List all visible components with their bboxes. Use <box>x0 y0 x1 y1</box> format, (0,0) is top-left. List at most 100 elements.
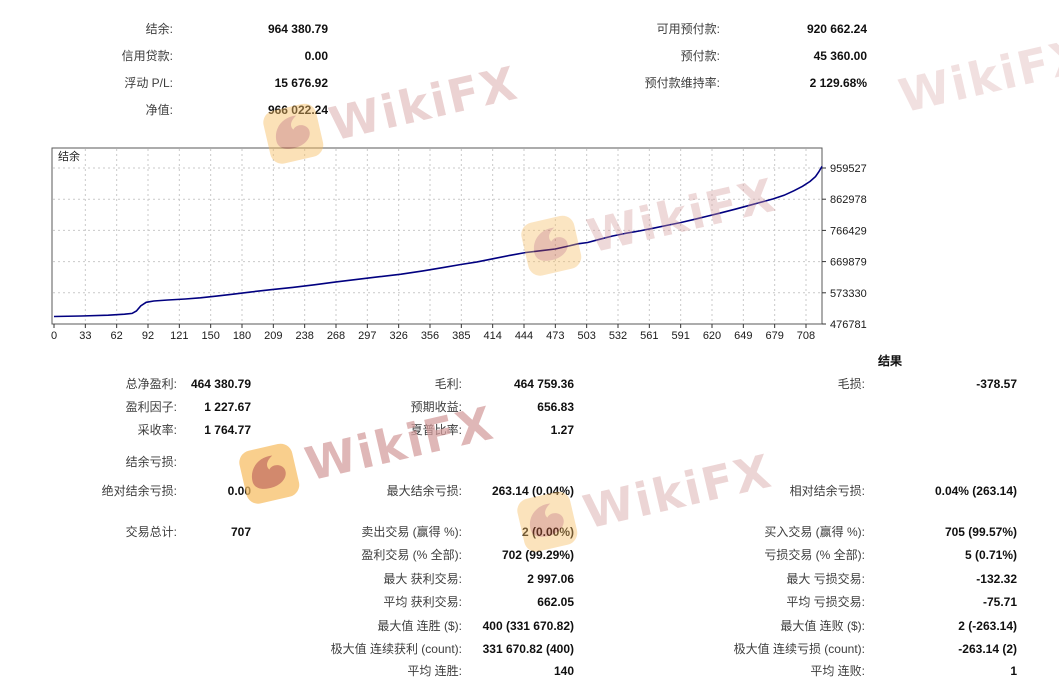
largest-profit-trade-value: 2 997.06 <box>527 572 574 586</box>
max-consecutive-losses-value: 2 (-263.14) <box>958 619 1017 633</box>
x-axis-label: 209 <box>264 330 282 342</box>
y-axis-label: 766429 <box>830 225 867 237</box>
average-consecutive-losses-label: 平均 连败: <box>810 664 865 678</box>
row-profit-factor: 盈利因子: 1 227.67 预期收益: 656.83 <box>0 399 1059 415</box>
row-drawdown-values: 绝对结余亏损: 0.00 最大结余亏损: 263.14 (0.04%) 相对结余… <box>0 483 1059 499</box>
maximal-consecutive-profit-value: 331 670.82 (400) <box>482 642 574 656</box>
y-axis-label: 573330 <box>830 288 867 300</box>
summary-row-floating-pl: 浮动 P/L: 15 676.92 预付款维持率: 2 129.68% <box>0 75 1059 91</box>
summary-row-equity: 净值: 966 022.24 <box>0 102 1059 118</box>
free-margin-value: 920 662.24 <box>806 22 867 36</box>
x-axis-label: 561 <box>640 330 658 342</box>
x-axis-label: 326 <box>389 330 407 342</box>
credit-label: 信用贷款: <box>121 49 173 63</box>
row-average-trades: 平均 获利交易: 662.05 平均 亏损交易: -75.71 <box>0 594 1059 610</box>
total-net-profit-value: 464 380.79 <box>190 377 251 391</box>
y-axis-label: 862978 <box>830 194 867 206</box>
recovery-factor-label: 采收率: <box>137 423 177 437</box>
average-profit-trade-label: 平均 获利交易: <box>383 595 462 609</box>
row-largest-trades: 最大 获利交易: 2 997.06 最大 亏损交易: -132.32 <box>0 571 1059 587</box>
credit-value: 0.00 <box>304 49 328 63</box>
margin-label: 预付款: <box>680 49 720 63</box>
x-axis-label: 591 <box>671 330 689 342</box>
y-axis-label: 959527 <box>830 163 867 175</box>
expected-payoff-label: 预期收益: <box>410 400 462 414</box>
gross-loss-label: 毛损: <box>837 377 865 391</box>
equity-curve <box>53 165 823 318</box>
x-axis-label: 649 <box>734 330 752 342</box>
gross-loss-value: -378.57 <box>976 377 1017 391</box>
maximal-consecutive-profit-label: 极大值 连续获利 (count): <box>330 642 462 656</box>
recovery-factor-value: 1 764.77 <box>204 423 251 437</box>
x-axis-label: 150 <box>201 330 219 342</box>
maximal-consecutive-loss-label: 极大值 连续亏损 (count): <box>733 642 865 656</box>
row-maximal-consecutive: 极大值 连续获利 (count): 331 670.82 (400) 极大值 连… <box>0 641 1059 657</box>
loss-trades-label: 亏损交易 (% 全部): <box>764 548 865 562</box>
profit-factor-label: 盈利因子: <box>125 400 177 414</box>
margin-value: 45 360.00 <box>813 49 867 63</box>
profit-trades-label: 盈利交易 (% 全部): <box>361 548 462 562</box>
row-recovery-factor: 采收率: 1 764.77 夏普比率: 1.27 <box>0 422 1059 438</box>
largest-loss-trade-value: -132.32 <box>976 572 1017 586</box>
balance-chart-svg: 476781 573330 669879 766429 862978 959527 0 33 6… <box>51 147 867 342</box>
x-axis-label: 444 <box>515 330 533 342</box>
x-axis-label: 33 <box>79 330 91 342</box>
long-trades-value: 705 (99.57%) <box>944 525 1017 539</box>
x-axis-label: 356 <box>421 330 439 342</box>
total-trades-value: 707 <box>230 525 251 539</box>
profit-trades-value: 702 (99.29%) <box>501 548 574 562</box>
x-axis-label: 92 <box>142 330 154 342</box>
x-axis-label: 708 <box>797 330 815 342</box>
x-axis-label: 62 <box>111 330 123 342</box>
largest-loss-trade-label: 最大 亏损交易: <box>786 572 865 586</box>
x-axis-label: 297 <box>358 330 376 342</box>
x-axis-label: 532 <box>609 330 627 342</box>
floating-pl-value: 15 676.92 <box>274 76 328 90</box>
average-loss-trade-label: 平均 亏损交易: <box>786 595 865 609</box>
margin-level-label: 预付款维持率: <box>644 76 720 90</box>
sharpe-ratio-label: 夏普比率: <box>410 423 462 437</box>
balance-drawdown-label: 结余亏损: <box>125 455 177 469</box>
sharpe-ratio-value: 1.27 <box>550 423 574 437</box>
x-axis-label: 385 <box>452 330 470 342</box>
balance-chart: 476781 573330 669879 766429 862978 959527 0 33 6… <box>0 140 1059 350</box>
row-balance-drawdown: 结余亏损: <box>0 454 1059 470</box>
drawdown-maximal-value: 263.14 (0.04%) <box>491 484 574 498</box>
x-axis-label: 0 <box>51 330 57 342</box>
x-axis-label: 238 <box>295 330 313 342</box>
drawdown-maximal-label: 最大结余亏损: <box>386 484 462 498</box>
gross-profit-value: 464 759.36 <box>513 377 574 391</box>
x-axis-label: 180 <box>233 330 251 342</box>
x-axis-label: 679 <box>765 330 783 342</box>
row-max-consecutive: 最大值 连胜 ($): 400 (331 670.82) 最大值 连败 ($):… <box>0 618 1059 634</box>
average-consecutive-losses-value: 1 <box>1010 664 1017 678</box>
profit-factor-value: 1 227.67 <box>204 400 251 414</box>
y-axis-label: 476781 <box>830 319 867 331</box>
chart-legend: 结余 <box>58 149 80 163</box>
x-axis-label: 503 <box>577 330 595 342</box>
drawdown-relative-label: 相对结余亏损: <box>789 484 865 498</box>
average-loss-trade-value: -75.71 <box>982 595 1017 609</box>
max-consecutive-wins-label: 最大值 连胜 ($): <box>377 619 462 633</box>
x-axis-label: 414 <box>483 330 501 342</box>
max-consecutive-losses-label: 最大值 连败 ($): <box>780 619 865 633</box>
short-trades-value: 2 (0.00%) <box>521 525 574 539</box>
margin-level-value: 2 129.68% <box>809 76 867 90</box>
summary-row-credit: 信用贷款: 0.00 预付款: 45 360.00 <box>0 48 1059 64</box>
balance-label: 结余: <box>145 22 173 36</box>
gross-profit-label: 毛利: <box>434 377 462 391</box>
short-trades-label: 卖出交易 (赢得 %): <box>361 525 462 539</box>
equity-value: 966 022.24 <box>267 103 328 117</box>
total-trades-label: 交易总计: <box>125 525 177 539</box>
x-axis-label: 473 <box>546 330 564 342</box>
x-axis-label: 268 <box>327 330 345 342</box>
average-consecutive-wins-value: 140 <box>553 664 574 678</box>
drawdown-absolute-label: 绝对结余亏损: <box>101 484 177 498</box>
total-net-profit-label: 总净盈利: <box>125 377 177 391</box>
x-axis-label: 121 <box>170 330 188 342</box>
largest-profit-trade-label: 最大 获利交易: <box>383 572 462 586</box>
plot-area <box>51 147 823 325</box>
row-net-profit: 总净盈利: 464 380.79 毛利: 464 759.36 毛损: -378… <box>0 376 1059 392</box>
loss-trades-value: 5 (0.71%) <box>964 548 1017 562</box>
